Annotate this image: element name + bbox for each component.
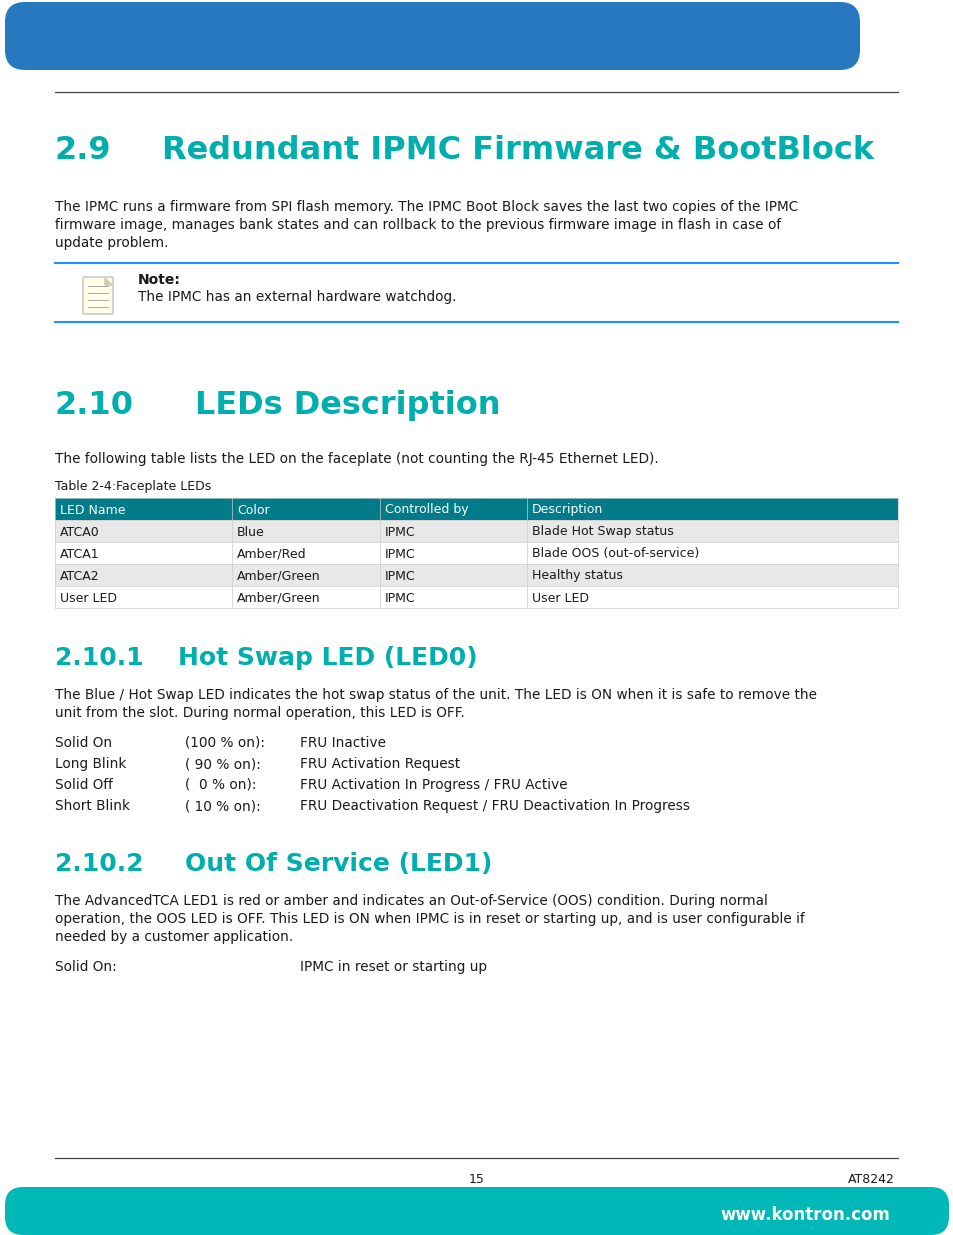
Text: LED Name: LED Name	[60, 504, 126, 516]
Text: Out Of Service (LED1): Out Of Service (LED1)	[185, 852, 492, 876]
Text: Table 2-4:Faceplate LEDs: Table 2-4:Faceplate LEDs	[55, 480, 211, 493]
Text: update problem.: update problem.	[55, 236, 169, 249]
Text: unit from the slot. During normal operation, this LED is OFF.: unit from the slot. During normal operat…	[55, 706, 464, 720]
Text: 2.10.2: 2.10.2	[55, 852, 143, 876]
Text: operation, the OOS LED is OFF. This LED is ON when IPMC is in reset or starting : operation, the OOS LED is OFF. This LED …	[55, 911, 804, 926]
Text: Controlled by: Controlled by	[384, 504, 468, 516]
Text: 2.10: 2.10	[55, 390, 133, 421]
Text: Amber/Red: Amber/Red	[236, 547, 306, 561]
FancyBboxPatch shape	[5, 1187, 948, 1235]
Text: 2.9: 2.9	[55, 135, 112, 165]
FancyBboxPatch shape	[83, 277, 112, 314]
Text: Hot Swap LED (LED0): Hot Swap LED (LED0)	[178, 646, 477, 671]
Text: 15: 15	[469, 1173, 484, 1186]
Text: FRU Activation In Progress / FRU Active: FRU Activation In Progress / FRU Active	[299, 778, 567, 792]
Text: The IPMC runs a firmware from SPI flash memory. The IPMC Boot Block saves the la: The IPMC runs a firmware from SPI flash …	[55, 200, 798, 214]
Text: IPMC: IPMC	[384, 526, 415, 538]
Text: User LED: User LED	[60, 592, 117, 604]
Text: Blade OOS (out-of-service): Blade OOS (out-of-service)	[532, 547, 699, 561]
Text: firmware image, manages bank states and can rollback to the previous firmware im: firmware image, manages bank states and …	[55, 219, 781, 232]
Text: www.kontron.com: www.kontron.com	[720, 1207, 889, 1224]
Text: Note:: Note:	[138, 273, 181, 287]
Text: The Blue / Hot Swap LED indicates the hot swap status of the unit. The LED is ON: The Blue / Hot Swap LED indicates the ho…	[55, 688, 816, 701]
Text: Description: Description	[532, 504, 602, 516]
Text: Color: Color	[236, 504, 270, 516]
Text: Solid On:: Solid On:	[55, 960, 116, 974]
FancyBboxPatch shape	[5, 2, 859, 70]
Bar	[55, 498, 897, 520]
Text: 2.10.1: 2.10.1	[55, 646, 144, 671]
Text: Long Blink: Long Blink	[55, 757, 126, 771]
Text: Blade Hot Swap status: Blade Hot Swap status	[532, 526, 673, 538]
Text: IPMC: IPMC	[384, 569, 415, 583]
Text: FRU Activation Request: FRU Activation Request	[299, 757, 459, 771]
Text: (  0 % on):: ( 0 % on):	[185, 778, 256, 792]
Text: FRU Deactivation Request / FRU Deactivation In Progress: FRU Deactivation Request / FRU Deactivat…	[299, 799, 689, 813]
Text: Short Blink: Short Blink	[55, 799, 130, 813]
Bar	[55, 542, 897, 564]
Text: Amber/Green: Amber/Green	[236, 592, 320, 604]
Text: User LED: User LED	[532, 592, 588, 604]
Text: The IPMC has an external hardware watchdog.: The IPMC has an external hardware watchd…	[138, 290, 456, 304]
Text: (100 % on):: (100 % on):	[185, 736, 265, 750]
Text: Healthy status: Healthy status	[532, 569, 622, 583]
Text: IPMC: IPMC	[384, 592, 415, 604]
Text: The AdvancedTCA LED1 is red or amber and indicates an Out-of-Service (OOS) condi: The AdvancedTCA LED1 is red or amber and…	[55, 894, 767, 908]
Text: IPMC in reset or starting up: IPMC in reset or starting up	[299, 960, 486, 974]
Bar	[55, 520, 897, 542]
Text: ATCA0: ATCA0	[60, 526, 100, 538]
Text: FRU Inactive: FRU Inactive	[299, 736, 386, 750]
Text: Amber/Green: Amber/Green	[236, 569, 320, 583]
Text: AT8242: AT8242	[847, 1173, 894, 1186]
Text: ( 90 % on):: ( 90 % on):	[185, 757, 260, 771]
Bar	[55, 564, 897, 585]
Text: The following table lists the LED on the faceplate (not counting the RJ-45 Ether: The following table lists the LED on the…	[55, 452, 659, 466]
Text: Solid Off: Solid Off	[55, 778, 112, 792]
Text: ( 10 % on):: ( 10 % on):	[185, 799, 260, 813]
Text: ATCA1: ATCA1	[60, 547, 99, 561]
Bar	[55, 585, 897, 608]
Text: LEDs Description: LEDs Description	[194, 390, 500, 421]
Text: Redundant IPMC Firmware & BootBlock: Redundant IPMC Firmware & BootBlock	[162, 135, 873, 165]
Text: Blue: Blue	[236, 526, 265, 538]
Text: ATCA2: ATCA2	[60, 569, 99, 583]
Text: IPMC: IPMC	[384, 547, 415, 561]
Polygon shape	[105, 278, 112, 285]
Text: needed by a customer application.: needed by a customer application.	[55, 930, 293, 944]
Text: Solid On: Solid On	[55, 736, 112, 750]
